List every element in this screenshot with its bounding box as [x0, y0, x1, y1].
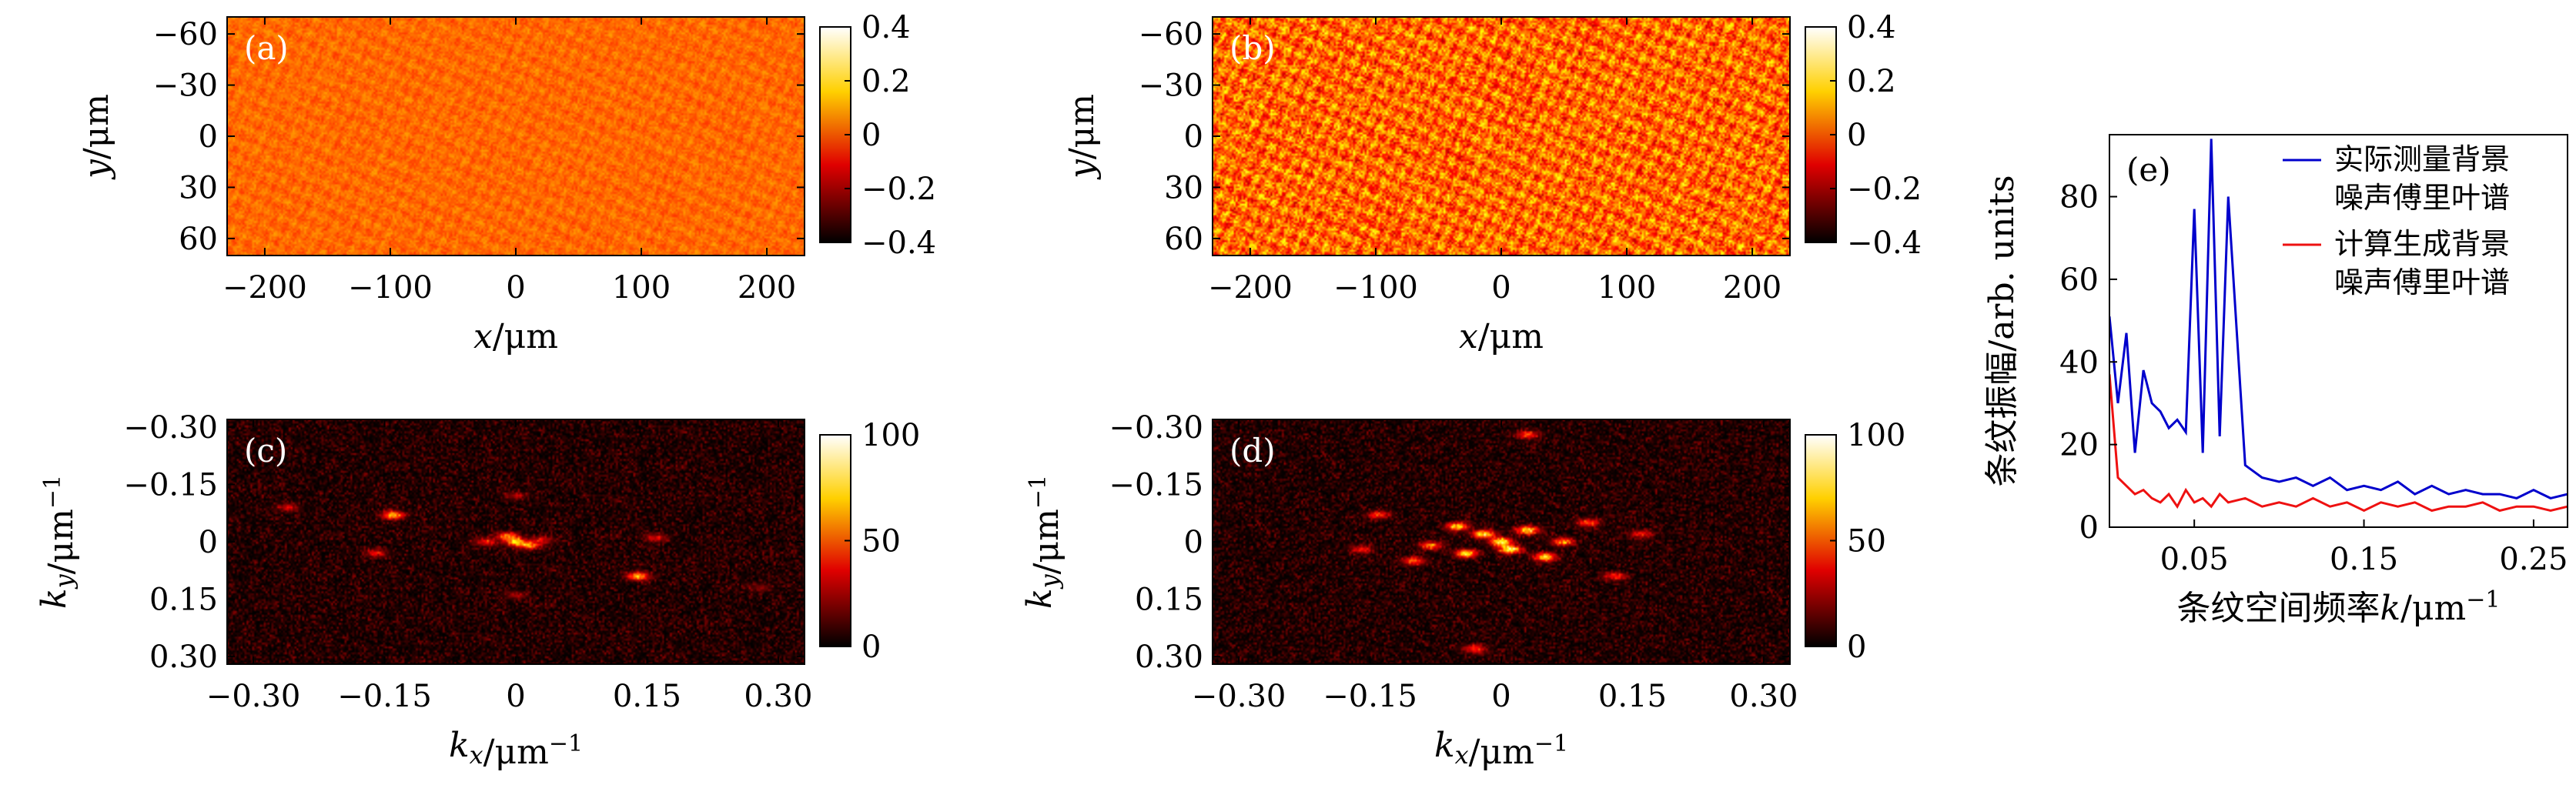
y-tick-label: −0.30 — [123, 410, 218, 446]
y-tick-label: −30 — [153, 68, 218, 104]
colorbar-tick-label: 100 — [1847, 418, 1905, 453]
x-tick-label: 0 — [506, 270, 525, 306]
x-tick-label: −0.30 — [206, 679, 301, 714]
y-tick-label: 60 — [1164, 222, 1203, 257]
y-tick-label: −0.15 — [1109, 467, 1203, 503]
panel-c: −0.30 −0.15 0 0.15 0.30 −0.30 −0.15 0 0.15 0.30 (c… — [35, 410, 920, 772]
x-tick-label: 0.30 — [1729, 679, 1798, 714]
y-tick-label: 40 — [2059, 345, 2099, 380]
colorbar-tick-label: 0.2 — [1847, 64, 1896, 99]
y-tick-label: 20 — [2059, 428, 2099, 463]
colorbar-tick-label: 0.2 — [861, 64, 911, 99]
panel-label: (d) — [1229, 432, 1276, 469]
y-tick-label: 0 — [199, 525, 218, 560]
x-tick-label: 0.15 — [613, 679, 681, 714]
panel-label: (b) — [1229, 29, 1276, 67]
x-axis-label: x/μm — [1459, 317, 1544, 356]
y-tick-label: −0.30 — [1109, 410, 1203, 446]
y-axis-label: 条纹振幅/arb. units — [1982, 175, 2022, 486]
y-tick-label: 60 — [179, 222, 218, 257]
colorbar-tick-label: 50 — [1847, 524, 1886, 560]
colorbar-tick-label: −0.2 — [1847, 172, 1922, 207]
series-line-0 — [2109, 139, 2568, 499]
y-tick-label: 0 — [1184, 525, 1203, 560]
y-tick-label: −60 — [153, 17, 218, 52]
y-axis-label: ky/μm−1 — [1020, 475, 1066, 609]
x-tick-label: 0.15 — [1598, 679, 1667, 714]
panel-a: −200 −100 0 100 200 −60 −30 0 30 60 (a) x/μm y/μm 0.4… — [77, 10, 936, 356]
x-tick-label: 100 — [1597, 270, 1656, 306]
x-tick-label: 0.25 — [2499, 542, 2568, 577]
heatmap-raster — [1213, 17, 1790, 256]
colorbar-tick-label: −0.2 — [861, 172, 936, 207]
colorbar-tick-label: −0.4 — [861, 225, 936, 261]
y-tick-label: −60 — [1139, 17, 1203, 52]
legend-label-1: 噪声傅里叶谱 — [2334, 266, 2510, 299]
x-axis-label: kx/μm−1 — [1434, 726, 1568, 772]
colorbar-tick-label: −0.4 — [1847, 225, 1922, 261]
x-axis-label: 条纹空间频率k/μm−1 — [2176, 586, 2500, 628]
y-axis-label: ky/μm−1 — [35, 475, 81, 609]
y-tick-label: 60 — [2059, 262, 2099, 298]
x-tick-label: −200 — [1208, 270, 1293, 306]
heatmap-raster — [1213, 419, 1790, 664]
x-tick-label: 200 — [1723, 270, 1781, 306]
colorbar-tick-label: 0 — [861, 630, 881, 665]
panel-b: −200 −100 0 100 200 −60 −30 0 30 60 (b) x/μm y/μm 0.4… — [1062, 10, 1922, 356]
colorbar-tick-label: 50 — [861, 524, 901, 560]
colorbar-tick-label: 0 — [1847, 118, 1866, 153]
x-tick-label: 0.30 — [744, 679, 812, 714]
plot-frame — [2109, 134, 2568, 528]
y-tick-label: 0 — [2079, 510, 2099, 546]
panel-e: 0.05 0.15 0.25 0 20 40 60 80 (e) 实际测量背景噪声傅里叶谱计算生成… — [1982, 134, 2568, 628]
series-line-1 — [2109, 374, 2568, 513]
y-tick-label: 0.30 — [149, 640, 218, 675]
x-tick-label: 100 — [612, 270, 671, 306]
panel-label: (c) — [244, 432, 287, 469]
heatmap-raster — [227, 17, 805, 256]
y-tick-label: 30 — [1164, 170, 1203, 205]
legend-label-1: 计算生成背景 — [2334, 227, 2510, 261]
x-axis-label: x/μm — [473, 317, 558, 356]
legend-label-0: 噪声傅里叶谱 — [2334, 181, 2510, 215]
colorbar-tick-label: 100 — [861, 418, 920, 453]
y-tick-label: 0.15 — [1135, 583, 1203, 618]
y-tick-label: 0 — [1184, 119, 1203, 155]
x-tick-label: 200 — [738, 270, 796, 306]
x-axis-label: kx/μm−1 — [449, 726, 583, 772]
y-tick-label: −0.15 — [123, 467, 218, 503]
panels-layer: −200 −100 0 100 200−60−3003060(a)x/μmy/μm0.4… — [35, 10, 2568, 772]
legend-label-0: 实际测量背景 — [2334, 142, 2510, 176]
x-tick-label: 0.05 — [2160, 542, 2229, 577]
heatmap-raster — [227, 419, 805, 664]
panel-d: −0.30 −0.15 0 0.15 0.30 −0.30 −0.15 0 0.15 0.30 (d… — [1020, 410, 1905, 772]
y-axis-label: y/μm — [1062, 94, 1102, 180]
x-tick-label: −0.15 — [1323, 679, 1417, 714]
y-axis-label: y/μm — [77, 94, 116, 180]
x-tick-label: 0 — [1491, 679, 1510, 714]
x-tick-label: −200 — [222, 270, 307, 306]
y-tick-label: 0.15 — [149, 583, 218, 618]
x-tick-label: −0.30 — [1192, 679, 1286, 714]
y-tick-label: 30 — [179, 170, 218, 205]
y-tick-label: −30 — [1139, 68, 1203, 104]
panel-label: (a) — [244, 29, 289, 67]
colorbar-tick-label: 0 — [861, 118, 881, 153]
colorbar-tick-label: 0.4 — [1847, 10, 1896, 45]
colorbar-tick-label: 0.4 — [861, 10, 911, 45]
y-tick-label: 0.30 — [1135, 640, 1203, 675]
x-tick-label: −100 — [1333, 270, 1418, 306]
colorbar-tick-label: 0 — [1847, 630, 1866, 665]
x-tick-label: −0.15 — [337, 679, 432, 714]
x-tick-label: 0 — [506, 679, 525, 714]
y-tick-label: 80 — [2059, 180, 2099, 215]
x-tick-label: −100 — [348, 270, 433, 306]
x-tick-label: 0.15 — [2330, 542, 2398, 577]
panel-label: (e) — [2126, 151, 2171, 189]
x-tick-label: 0 — [1491, 270, 1510, 306]
y-tick-label: 0 — [199, 119, 218, 155]
